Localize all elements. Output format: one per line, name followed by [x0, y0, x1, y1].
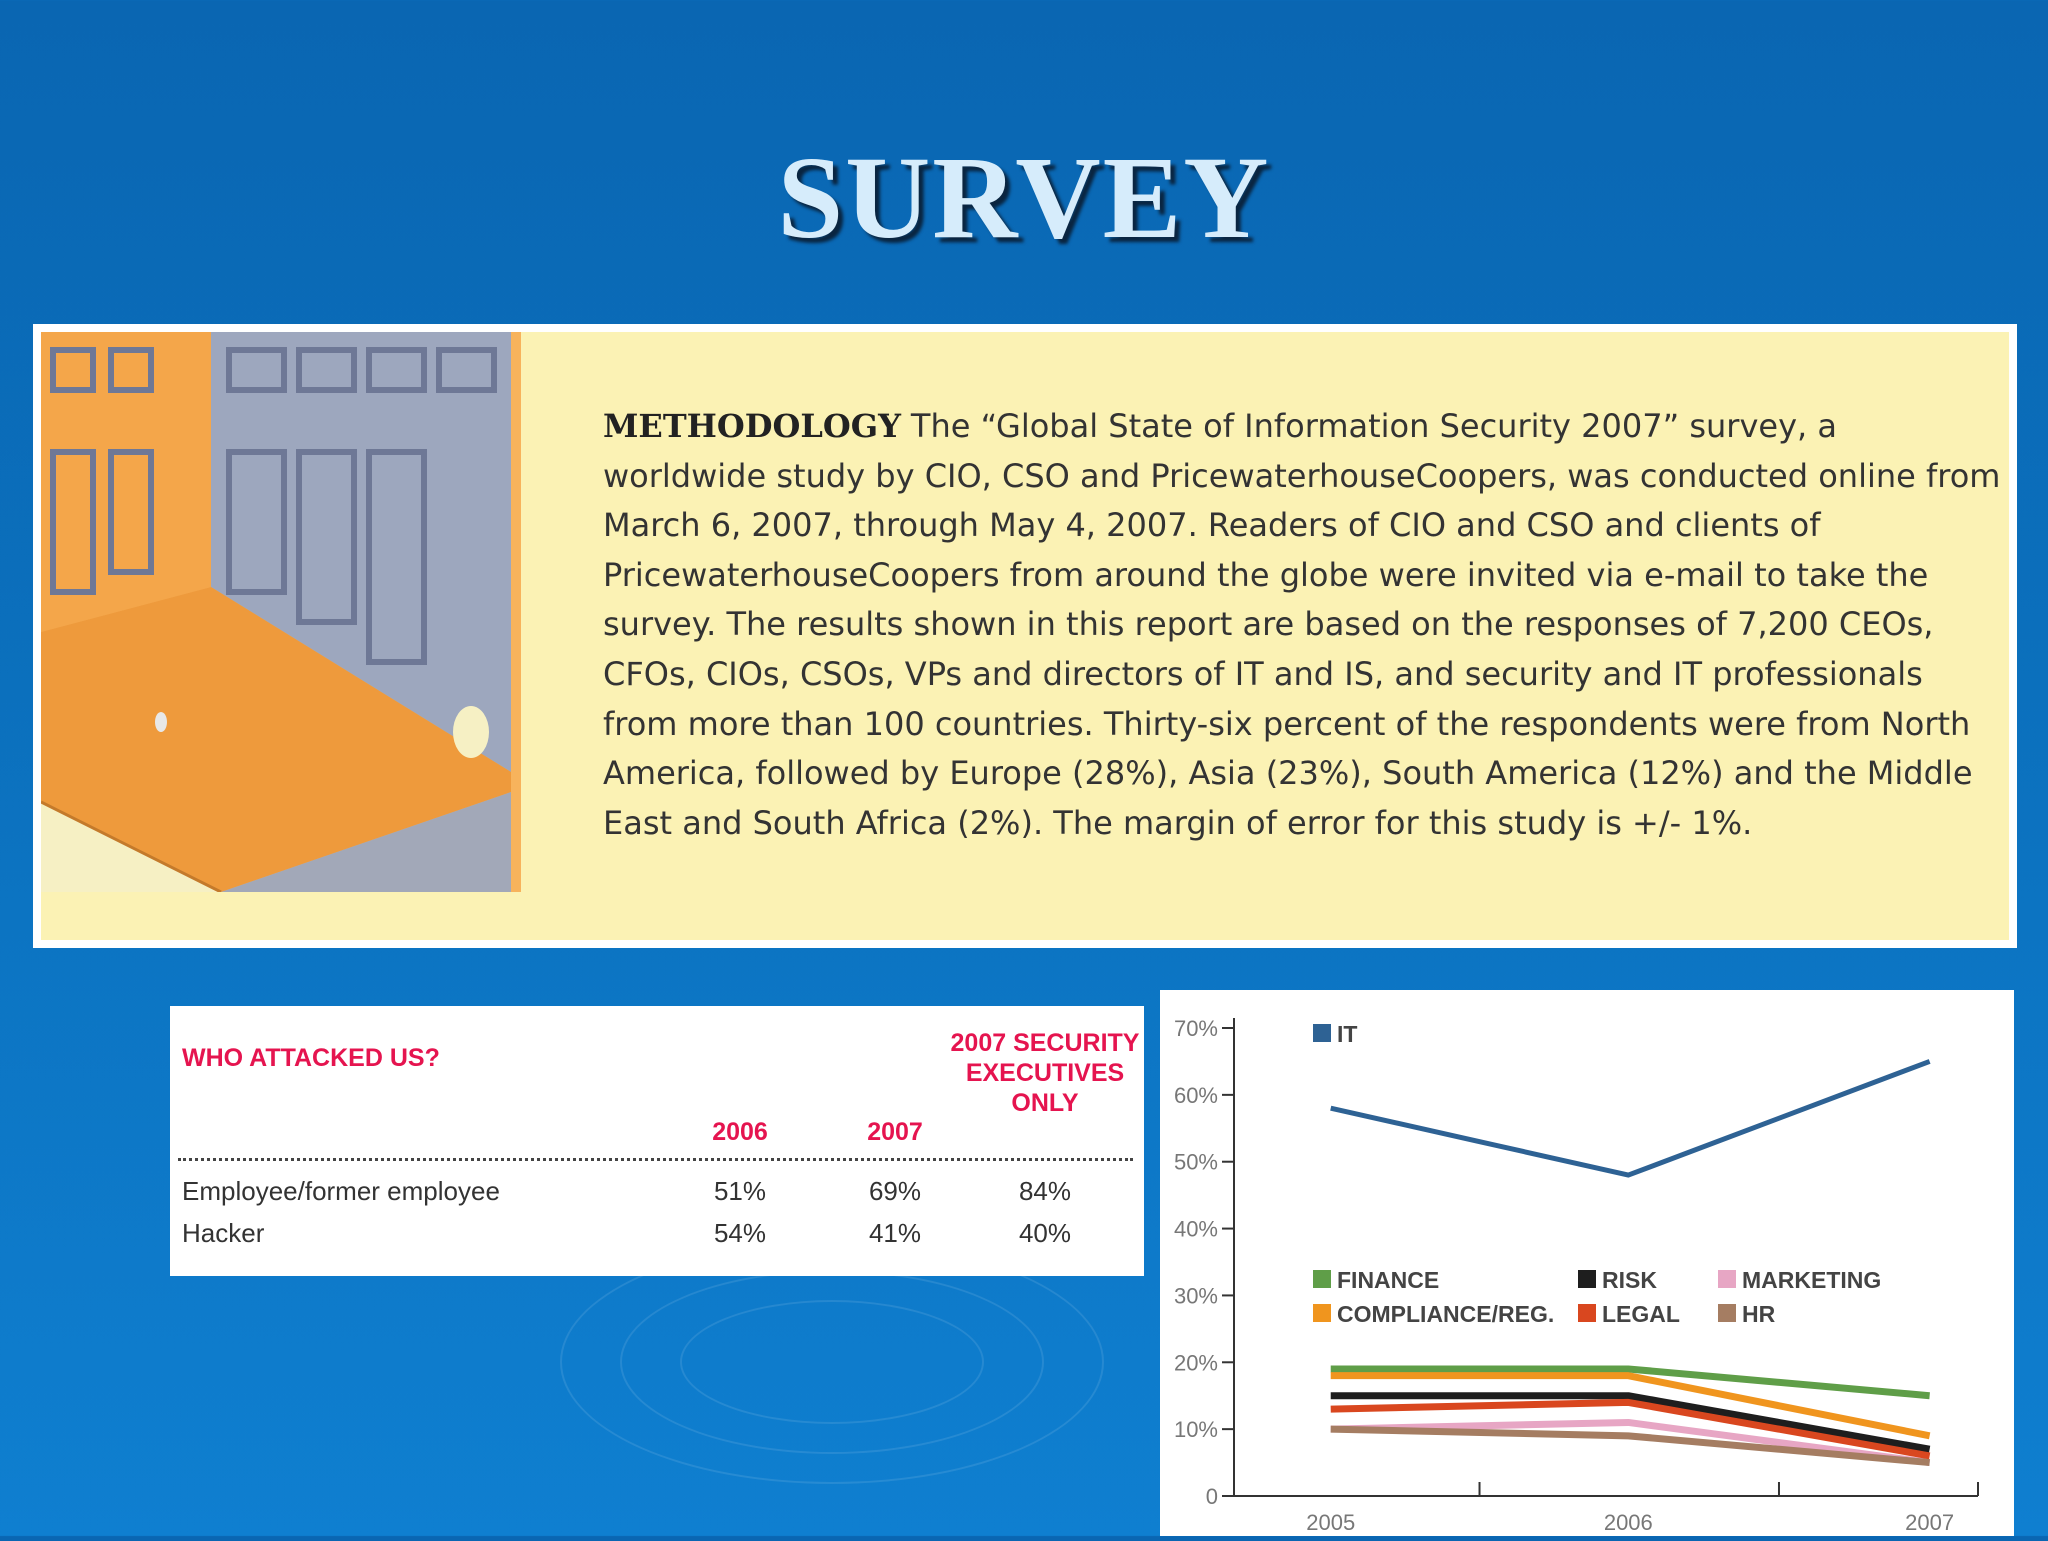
ripple-decoration [560, 1240, 1104, 1484]
row-value: 69% [868, 1176, 922, 1206]
legend-label: FINANCE [1337, 1267, 1439, 1293]
legend-label: LEGAL [1602, 1301, 1680, 1327]
legend-swatch [1313, 1270, 1331, 1288]
line-chart: 0 10% 20% 30% 40% 50% 60% 70% 2005 2006 2007 IT FINA… [1174, 1016, 1979, 1535]
table-row: Employee/former employee 51% 69% 84% [170, 1176, 1144, 1216]
table-divider [178, 1158, 1133, 1161]
column-header-2007: 2007 [867, 1118, 923, 1146]
y-tick-label: 0 [1206, 1484, 1218, 1509]
legend-label: COMPLIANCE/REG. [1337, 1301, 1554, 1327]
series-line-marketing [1330, 1418, 1931, 1467]
x-tick-label: 2006 [1604, 1510, 1653, 1535]
line-chart-panel: 0 10% 20% 30% 40% 50% 60% 70% 2005 2006 2007 IT FINA… [1160, 990, 2014, 1536]
series-line-it [1330, 1059, 1931, 1178]
x-tick-label: 2007 [1905, 1510, 1954, 1535]
attack-table-title: WHO ATTACKED US? [182, 1044, 440, 1072]
legend-swatch [1313, 1024, 1331, 1042]
legend-swatch [1718, 1304, 1736, 1322]
legend-swatch [1578, 1270, 1596, 1288]
series-line-legal [1330, 1398, 1931, 1460]
series-line-risk [1330, 1392, 1931, 1453]
column-header-2006: 2006 [712, 1118, 768, 1146]
legend-label: MARKETING [1742, 1267, 1881, 1293]
row-value: 54% [713, 1218, 767, 1248]
methodology-body: The “Global State of Information Securit… [603, 407, 2001, 842]
attack-table-panel: WHO ATTACKED US? 2006 2007 2007 SECURITY… [170, 1006, 1144, 1276]
y-tick-label: 50% [1174, 1150, 1218, 1175]
row-value: 84% [1018, 1176, 1072, 1206]
y-tick-label: 20% [1174, 1350, 1218, 1375]
legend-swatch [1718, 1270, 1736, 1288]
y-tick-label: 40% [1174, 1217, 1218, 1242]
legend-label: IT [1337, 1021, 1357, 1047]
x-tick-label: 2005 [1306, 1510, 1355, 1535]
methodology-inner: METHODOLOGY The “Global State of Informat… [41, 332, 2009, 940]
table-row: Hacker 54% 41% 40% [170, 1218, 1144, 1258]
legend-label: HR [1742, 1301, 1776, 1327]
methodology-text: METHODOLOGY The “Global State of Informat… [603, 402, 2003, 848]
methodology-panel: METHODOLOGY The “Global State of Informat… [33, 324, 2017, 948]
legend-swatch [1313, 1304, 1331, 1322]
column-header-security-executives: 2007 SECURITY EXECUTIVES ONLY [950, 1029, 1140, 1117]
series-line-compliance-reg [1330, 1372, 1931, 1440]
y-tick-label: 30% [1174, 1283, 1218, 1308]
legend-label: RISK [1602, 1267, 1657, 1293]
methodology-heading: METHODOLOGY [603, 407, 901, 445]
row-value: 41% [868, 1218, 922, 1248]
row-label: Hacker [182, 1218, 265, 1248]
y-tick-label: 70% [1174, 1016, 1218, 1041]
slide-title: SURVEY [777, 132, 1271, 263]
series-line-finance [1330, 1365, 1930, 1400]
row-value: 40% [1018, 1218, 1072, 1248]
row-value: 51% [713, 1176, 767, 1206]
legend-swatch [1578, 1304, 1596, 1322]
y-tick-label: 10% [1174, 1417, 1218, 1442]
series-line-hr [1330, 1425, 1930, 1467]
row-label: Employee/former employee [182, 1176, 500, 1206]
y-tick-label: 60% [1174, 1083, 1218, 1108]
building-illustration [41, 332, 521, 892]
